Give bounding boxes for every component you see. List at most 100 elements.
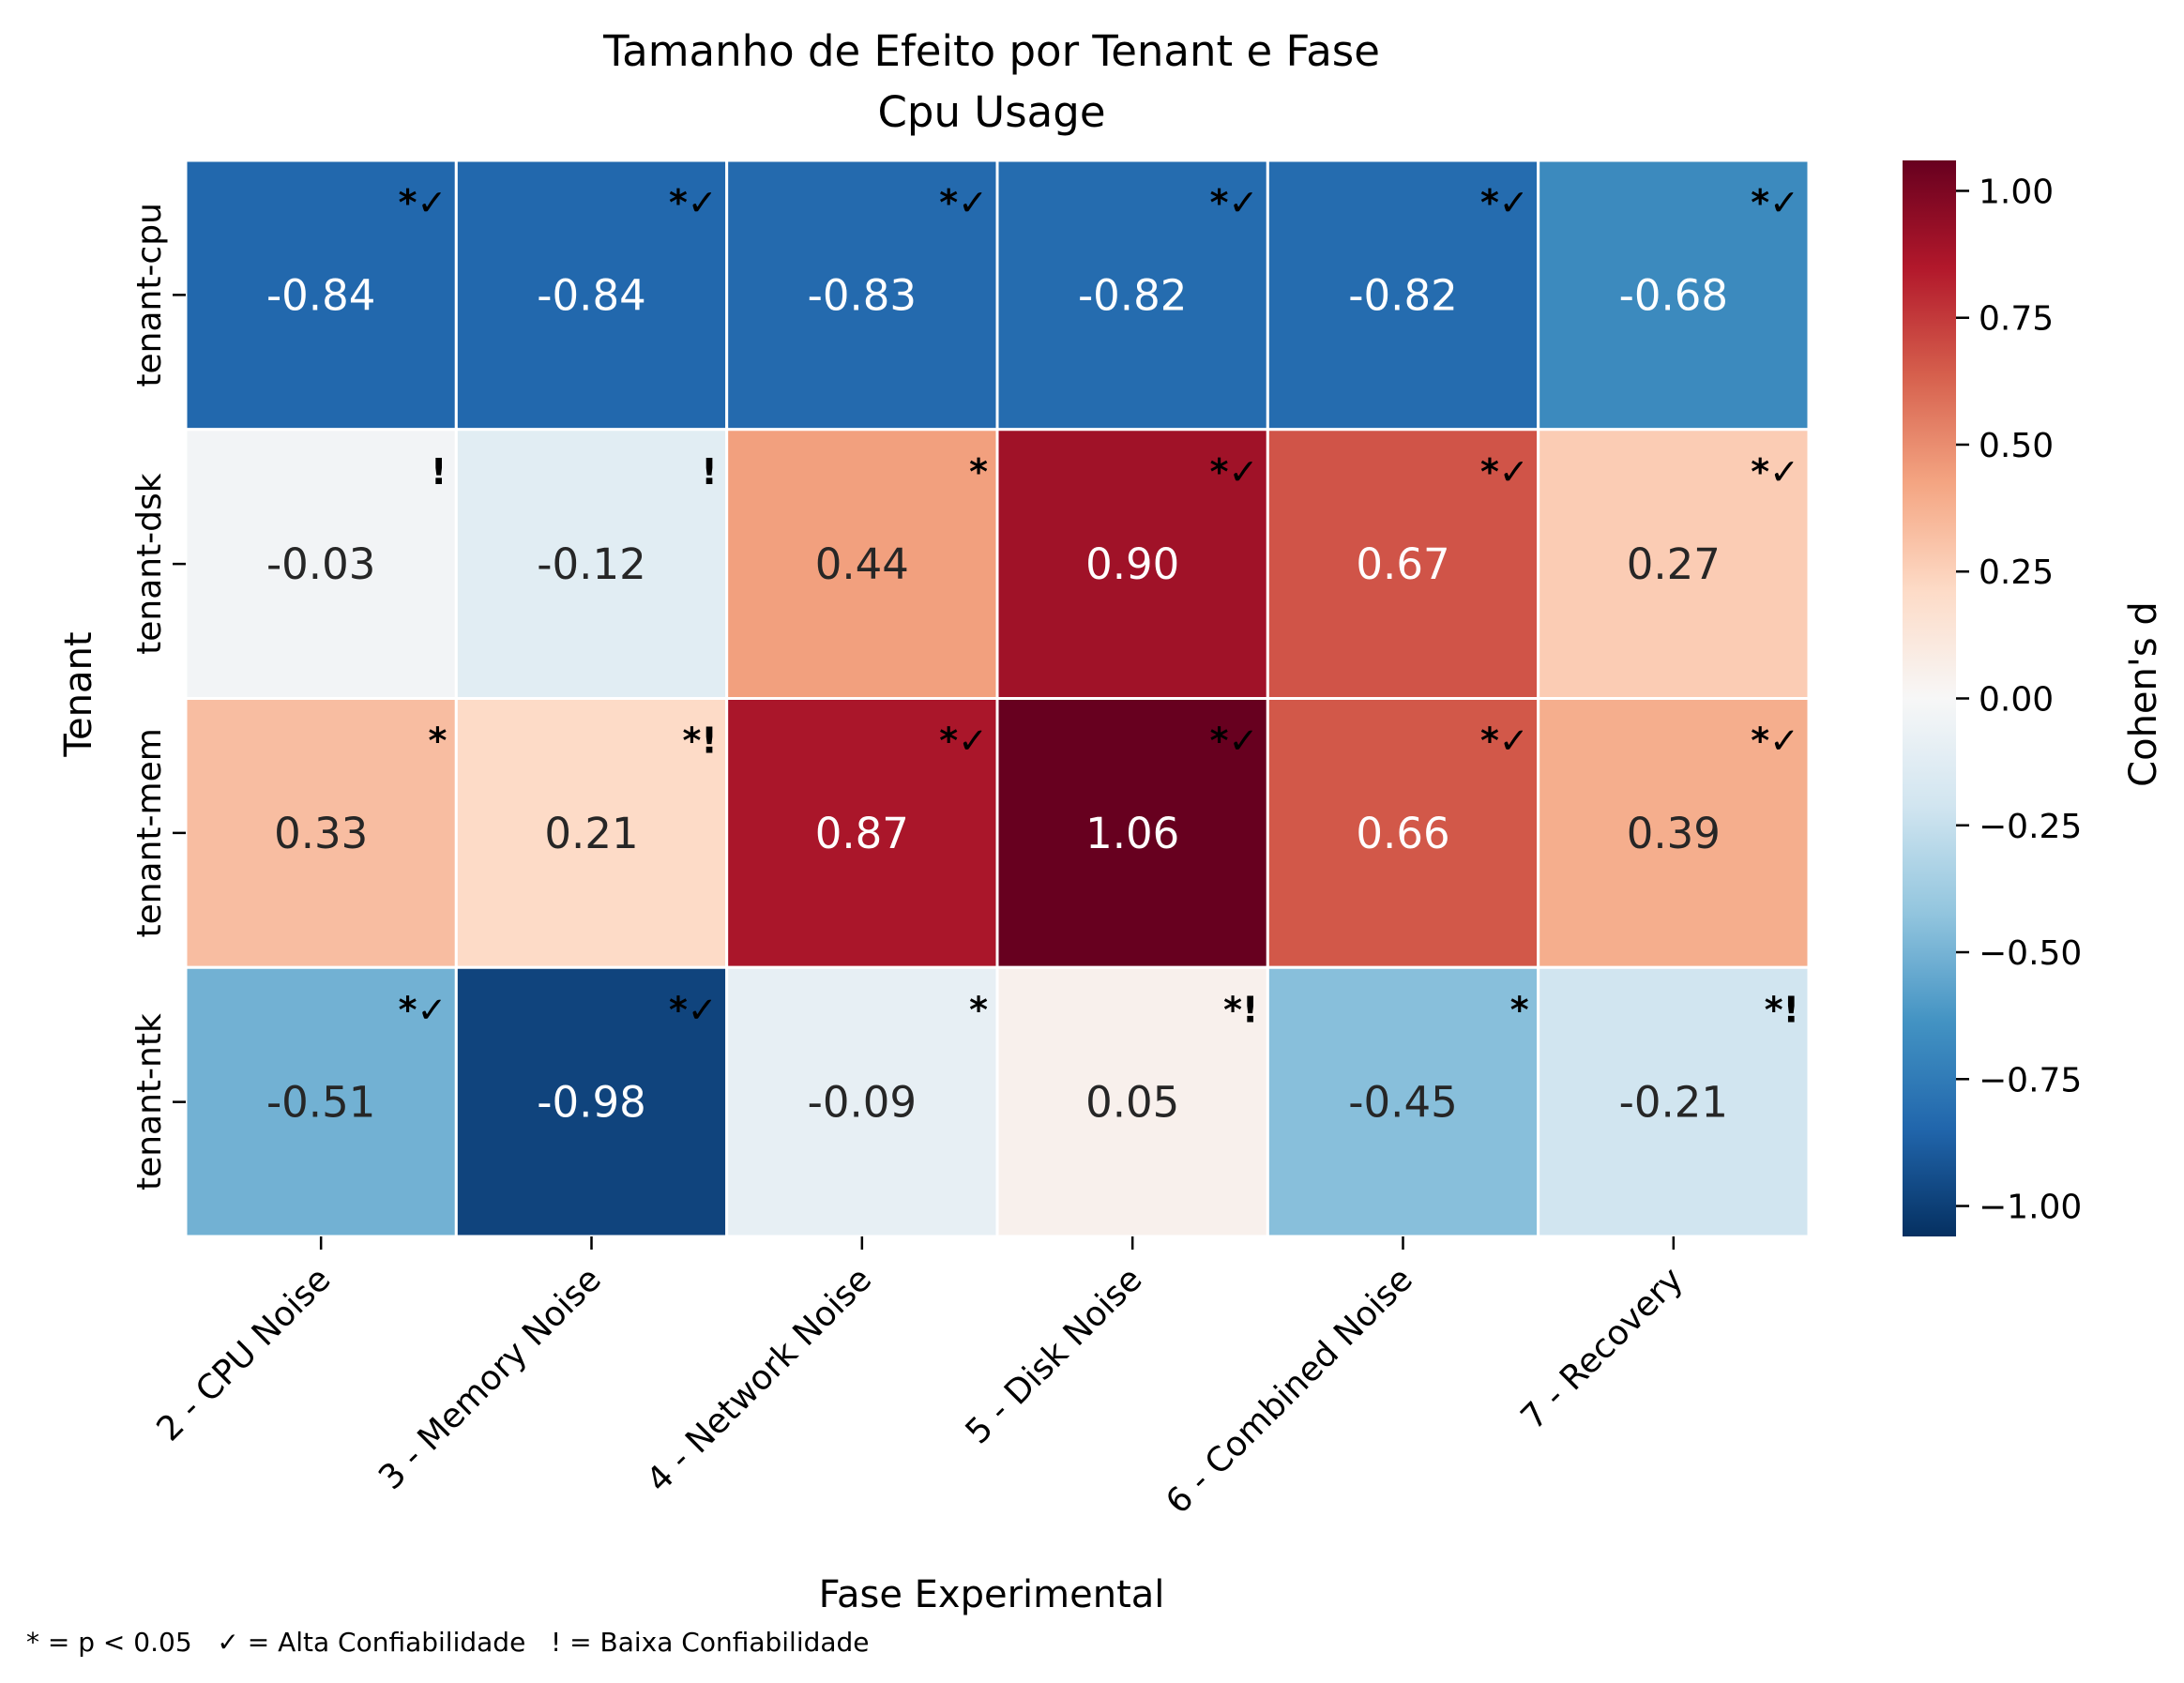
heatmap-cell	[725, 159, 999, 432]
colorbar-tick-label: −0.25	[1979, 808, 2082, 846]
significance-marker: *✓	[939, 720, 988, 762]
cell-value-label: 0.21	[544, 809, 638, 858]
heatmap-cell	[184, 965, 458, 1238]
y-axis-label: Tenant	[57, 631, 100, 757]
heatmap-cell	[995, 697, 1269, 969]
footnote: * = p < 0.05 ✓ = Alta Confiabilidade ! =…	[26, 1627, 870, 1658]
cell-value-label: 0.87	[815, 809, 909, 858]
colorbar-tick-label: 0.00	[1979, 681, 2054, 720]
heatmap-cell	[1266, 965, 1540, 1238]
cell-value-label: 0.33	[274, 809, 368, 858]
significance-marker: *✓	[399, 182, 447, 223]
heatmap-cell	[995, 428, 1269, 700]
significance-marker: *✓	[1210, 720, 1259, 762]
x-tick-label: 2 - CPU Noise	[150, 1260, 339, 1448]
significance-marker: *	[1510, 989, 1529, 1030]
heatmap-cell	[454, 965, 729, 1238]
significance-marker: *✓	[399, 989, 447, 1030]
heatmap-cell	[1537, 697, 1811, 969]
significance-marker: *✓	[669, 182, 718, 223]
colorbar-tick-label: −1.00	[1979, 1189, 2082, 1227]
x-tick-label: 5 - Disk Noise	[959, 1260, 1150, 1451]
x-tick-label: 7 - Recovery	[1514, 1260, 1691, 1437]
cell-value-label: 0.05	[1085, 1078, 1179, 1128]
cell-value-label: -0.45	[1348, 1078, 1457, 1128]
significance-marker: *!	[1223, 989, 1258, 1030]
significance-marker: *✓	[1480, 182, 1529, 223]
x-tick-label: 6 - Combined Noise	[1159, 1260, 1420, 1522]
colorbar-tick-label: 0.75	[1979, 300, 2054, 339]
heatmap-cell	[725, 697, 999, 969]
cell-value-label: -0.98	[537, 1078, 645, 1128]
chart-title: Tamanho de Efeito por Tenant e Fase	[602, 26, 1380, 76]
significance-marker: *	[428, 720, 447, 762]
colorbar-tick-label: −0.75	[1979, 1061, 2082, 1099]
cell-value-label: 1.06	[1085, 809, 1179, 858]
significance-marker: *✓	[1480, 720, 1529, 762]
significance-marker: *	[969, 451, 988, 493]
significance-marker: !	[701, 451, 717, 493]
cell-value-label: 0.66	[1356, 809, 1449, 858]
significance-marker: *!	[1765, 989, 1799, 1030]
cell-value-label: 0.67	[1356, 539, 1449, 589]
y-tick-label: tenant-dsk	[130, 473, 169, 655]
x-axis-label: Fase Experimental	[819, 1573, 1165, 1616]
x-tick-label: 4 - Network Noise	[640, 1260, 880, 1500]
significance-marker: *✓	[669, 989, 718, 1030]
colorbar-gradient	[1903, 160, 1956, 1236]
significance-marker: *✓	[1480, 451, 1529, 493]
significance-marker: *✓	[1751, 720, 1799, 762]
chart-subtitle: Cpu Usage	[877, 87, 1105, 137]
x-tick-label: 3 - Memory Noise	[372, 1260, 609, 1497]
heatmap-cell	[454, 697, 729, 969]
cell-value-label: -0.83	[808, 270, 917, 320]
cell-value-label: 0.44	[815, 539, 909, 589]
significance-marker: !	[431, 451, 447, 493]
heatmap-cell	[454, 159, 729, 432]
heatmap-cell	[725, 965, 999, 1238]
x-axis: 2 - CPU Noise 3 - Memory Noise 4 - Network…	[150, 1236, 1691, 1522]
cell-value-label: 0.27	[1627, 539, 1721, 589]
significance-marker: *!	[682, 720, 717, 762]
significance-marker: *✓	[1210, 182, 1259, 223]
colorbar: 1.00 0.75 0.50 0.25 0.00 −0.25 −0.50 −0.75 −1.00	[1903, 160, 2082, 1236]
colorbar-tick-label: 1.00	[1979, 173, 2054, 211]
significance-marker: *✓	[939, 182, 988, 223]
heatmap-cell	[1537, 965, 1811, 1238]
heatmap-cell	[995, 965, 1269, 1238]
y-axis: tenant-cpu tenant-dsk tenant-mem tenant-ntk	[130, 203, 186, 1190]
heatmap-cells: -0.84 *✓ -0.84 *✓ -0.83 *✓ -0.82 *✓ -0.82 *✓ -0.68…	[184, 159, 1811, 1238]
significance-marker: *	[969, 989, 988, 1030]
colorbar-tick-label: 0.50	[1979, 427, 2054, 465]
cell-value-label: -0.84	[266, 270, 375, 320]
colorbar-tick-label: −0.50	[1979, 934, 2082, 973]
heatmap-cell	[1266, 159, 1540, 432]
significance-marker: *✓	[1751, 451, 1799, 493]
cell-value-label: 0.39	[1627, 809, 1721, 858]
heatmap-cell	[184, 697, 458, 969]
y-tick-label: tenant-cpu	[130, 203, 169, 387]
cell-value-label: -0.82	[1348, 270, 1457, 320]
heatmap-cell	[1266, 697, 1540, 969]
colorbar-tick-label: 0.25	[1979, 553, 2054, 592]
heatmap-cell	[454, 428, 729, 700]
cell-value-label: -0.84	[537, 270, 645, 320]
significance-marker: *✓	[1210, 451, 1259, 493]
cell-value-label: -0.68	[1619, 270, 1728, 320]
cell-value-label: -0.03	[266, 539, 375, 589]
cell-value-label: 0.90	[1085, 539, 1179, 589]
cell-value-label: -0.21	[1619, 1078, 1728, 1128]
heatmap-cell	[184, 159, 458, 432]
y-tick-label: tenant-ntk	[130, 1013, 169, 1190]
y-tick-label: tenant-mem	[130, 728, 169, 937]
heatmap-cell	[1537, 428, 1811, 700]
cell-value-label: -0.82	[1078, 270, 1187, 320]
cell-value-label: -0.51	[266, 1078, 375, 1128]
heatmap-cell	[995, 159, 1269, 432]
heatmap-cell	[1537, 159, 1811, 432]
significance-marker: *✓	[1751, 182, 1799, 223]
colorbar-label: Cohen's d	[2122, 601, 2165, 787]
cell-value-label: -0.12	[537, 539, 645, 589]
cell-value-label: -0.09	[808, 1078, 917, 1128]
